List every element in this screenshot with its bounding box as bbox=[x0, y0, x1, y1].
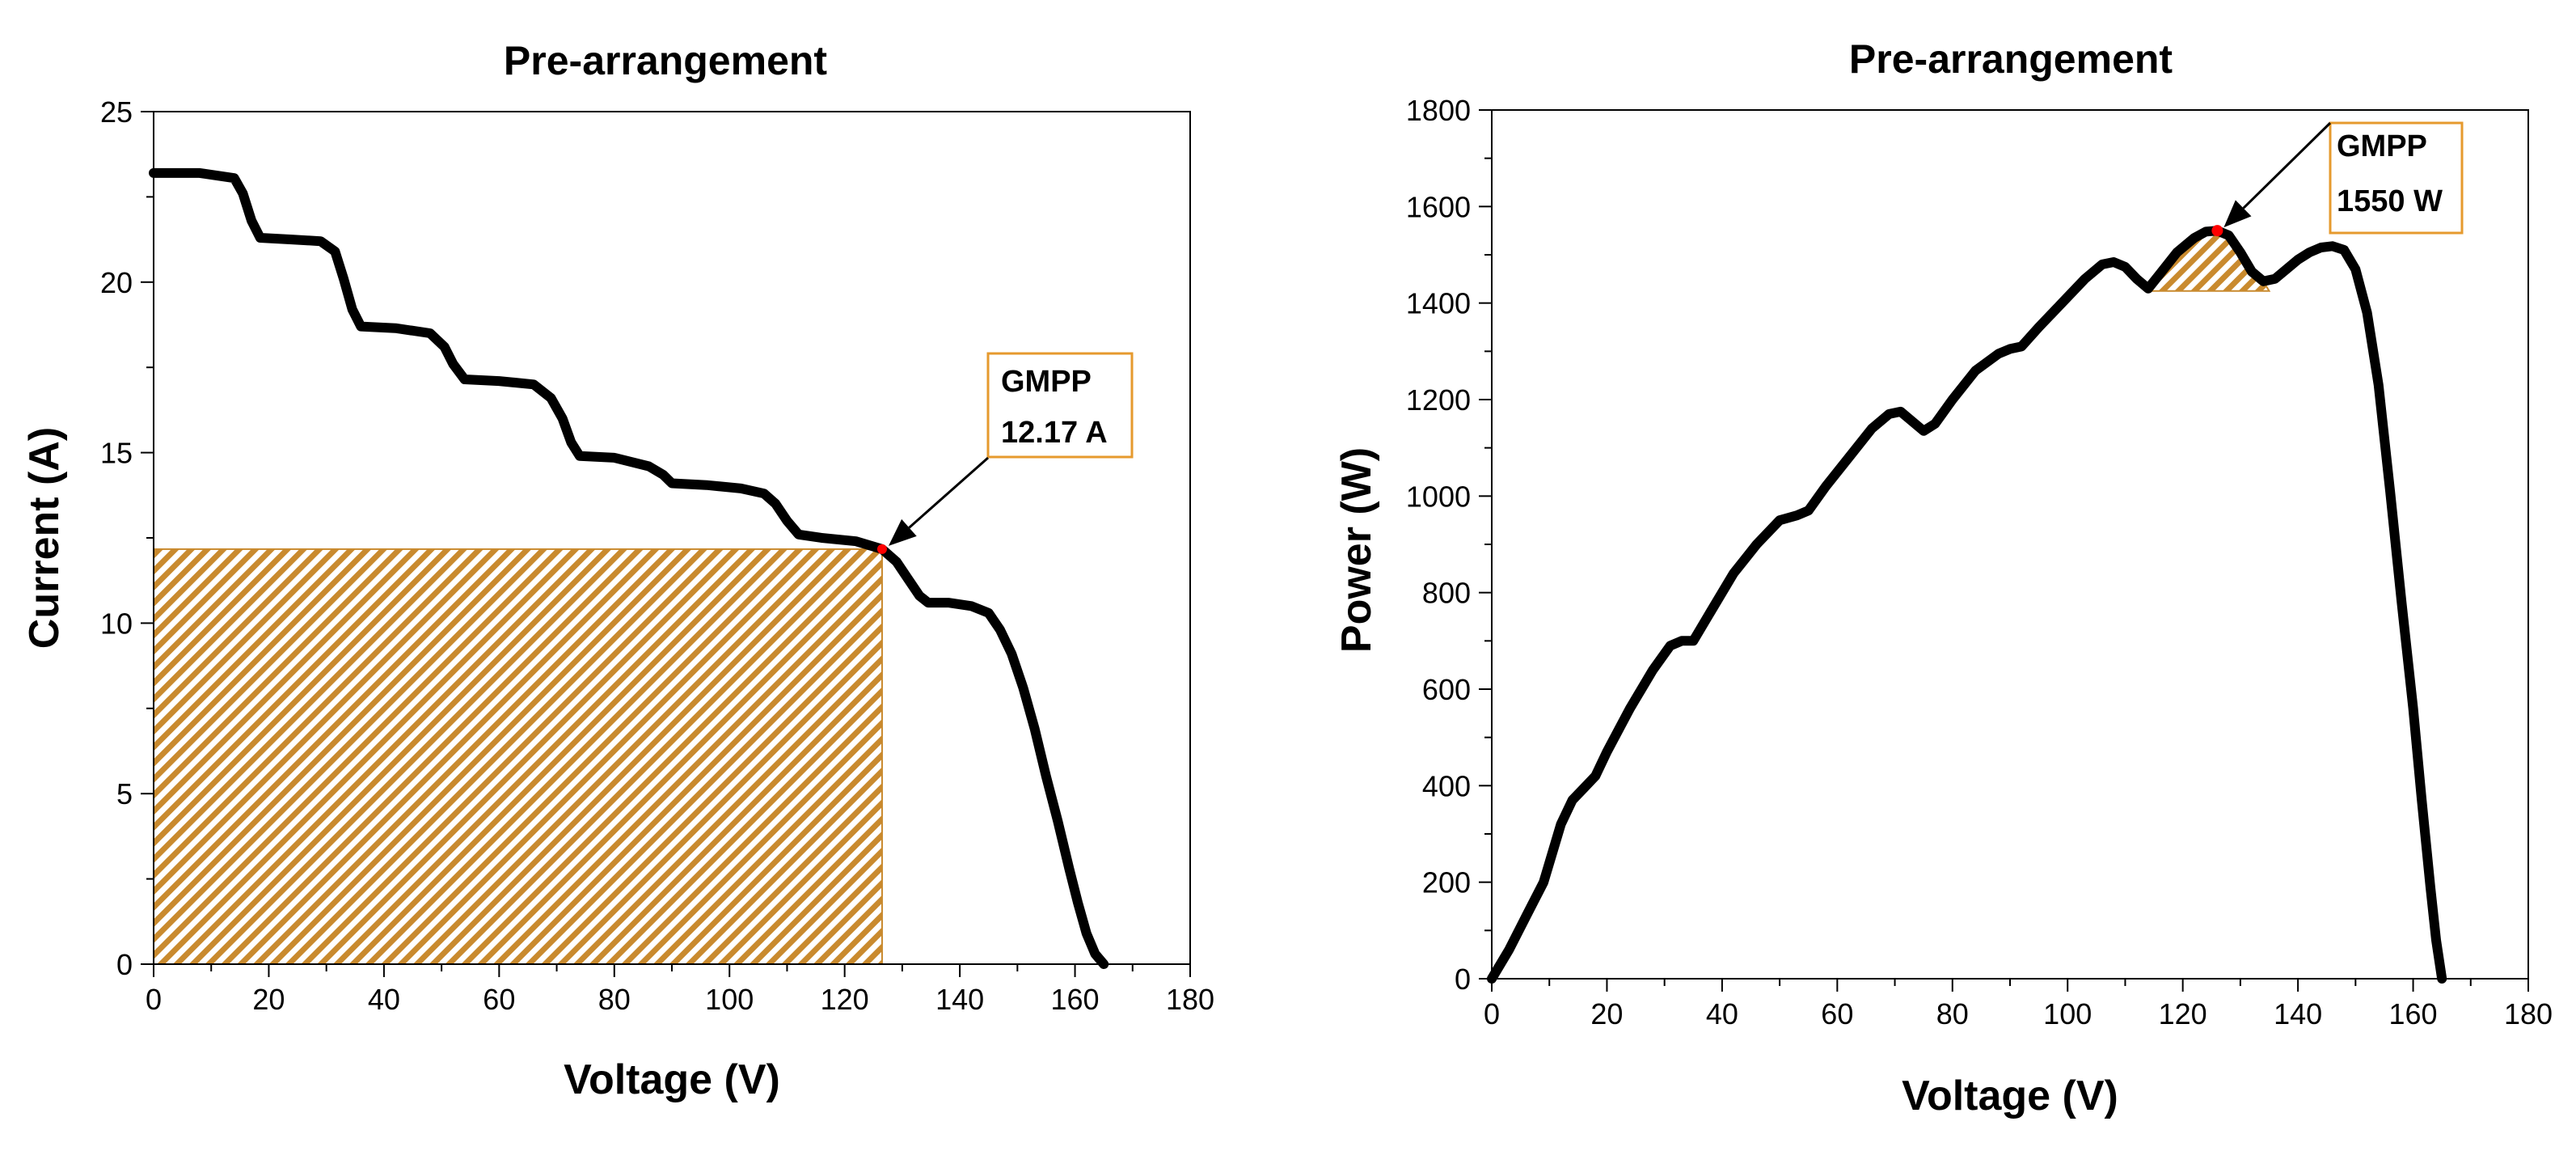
iv-y-tick-label: 25 bbox=[100, 95, 133, 129]
iv-x-tick-label: 160 bbox=[1051, 983, 1100, 1016]
pv-y-tick-label: 1600 bbox=[1406, 190, 1471, 223]
iv-y-tick-label: 10 bbox=[100, 607, 133, 640]
iv-x-tick-label: 40 bbox=[368, 983, 400, 1016]
iv-plot-frame bbox=[153, 111, 1191, 965]
iv-xticks: 0 20 40 60 80 100 120 140 160 180 bbox=[146, 964, 1214, 1016]
iv-x-tick-label: 140 bbox=[935, 983, 984, 1016]
iv-y-tick-label: 0 bbox=[116, 948, 133, 981]
iv-x-tick-label: 60 bbox=[483, 983, 515, 1016]
pv-x-tick-label: 120 bbox=[2159, 997, 2207, 1030]
pv-x-tick-label: 60 bbox=[1821, 997, 1853, 1030]
iv-y-tick-label: 5 bbox=[116, 777, 133, 810]
iv-x-axis-label: Voltage (V) bbox=[564, 1056, 780, 1103]
iv-annotation-arrowhead bbox=[888, 518, 917, 546]
iv-x-tick-label: 120 bbox=[821, 983, 869, 1016]
pv-xticks: 0 20 40 60 80 100 120 140 160 180 bbox=[1484, 979, 2553, 1030]
iv-chart: Pre-arrangement 0 20 40 60 80 100 120 140 160 180… bbox=[21, 38, 1214, 1103]
pv-annotation-line-1: GMPP bbox=[2337, 129, 2427, 163]
pv-x-tick-label: 0 bbox=[1484, 997, 1500, 1030]
iv-x-tick-label: 100 bbox=[705, 983, 754, 1016]
pv-yticks: 0 200 400 600 800 1000 1200 1400 1600 1800 bbox=[1406, 94, 1492, 996]
pv-y-tick-label: 1800 bbox=[1406, 94, 1471, 127]
iv-y-tick-label: 20 bbox=[100, 266, 133, 299]
pv-y-tick-label: 1000 bbox=[1406, 480, 1471, 513]
pv-chart-title: Pre-arrangement bbox=[1849, 36, 2173, 82]
iv-x-tick-label: 20 bbox=[252, 983, 285, 1016]
pv-x-tick-label: 160 bbox=[2389, 997, 2438, 1030]
iv-highlight-layer bbox=[153, 548, 883, 965]
pv-x-tick-label: 20 bbox=[1590, 997, 1623, 1030]
pv-chart: Pre-arrangement 0 20 40 60 80 100 120 140 160 180… bbox=[1333, 36, 2553, 1119]
pv-x-axis-label: Voltage (V) bbox=[1902, 1073, 2118, 1119]
pv-annotation-arrow-line bbox=[2242, 121, 2332, 209]
iv-curve bbox=[149, 167, 1109, 969]
iv-y-tick-label: 15 bbox=[100, 437, 133, 470]
pv-annotation-line-2: 1550 W bbox=[2337, 184, 2443, 218]
pv-x-tick-label: 140 bbox=[2274, 997, 2322, 1030]
iv-x-tick-label: 80 bbox=[598, 983, 631, 1016]
iv-annotation-line-1: GMPP bbox=[1001, 365, 1092, 399]
pv-y-tick-label: 200 bbox=[1422, 866, 1471, 899]
iv-y-axis-label: Current (A) bbox=[21, 427, 68, 649]
pv-plot-frame bbox=[1491, 109, 2529, 980]
pv-x-tick-label: 100 bbox=[2043, 997, 2092, 1030]
pv-x-tick-label: 40 bbox=[1706, 997, 1738, 1030]
pv-y-axis-label: Power (W) bbox=[1333, 447, 1380, 653]
iv-chart-title: Pre-arrangement bbox=[504, 38, 827, 83]
pv-annotation: GMPP 1550 W bbox=[2223, 121, 2464, 235]
pv-gmpp-marker bbox=[2211, 225, 2223, 237]
iv-yticks: 0 5 10 15 20 25 bbox=[100, 95, 154, 981]
pv-annotation-box bbox=[2329, 121, 2464, 235]
iv-annotation-line-2: 12.17 A bbox=[1001, 416, 1108, 450]
iv-annotation: GMPP 12.17 A bbox=[888, 352, 1134, 546]
pv-y-tick-label: 600 bbox=[1422, 673, 1471, 706]
pv-y-tick-label: 1200 bbox=[1406, 383, 1471, 417]
iv-gmpp-marker bbox=[876, 544, 887, 554]
iv-x-tick-label: 180 bbox=[1166, 983, 1214, 1016]
iv-annotation-arrow-line bbox=[908, 456, 989, 529]
pv-y-tick-label: 0 bbox=[1455, 963, 1471, 996]
pv-x-tick-label: 180 bbox=[2504, 997, 2553, 1030]
iv-annotation-box bbox=[986, 352, 1134, 459]
iv-x-tick-label: 0 bbox=[146, 983, 162, 1016]
pv-x-tick-label: 80 bbox=[1936, 997, 1969, 1030]
pv-annotation-arrowhead bbox=[2223, 200, 2252, 228]
pv-y-tick-label: 800 bbox=[1422, 577, 1471, 610]
pv-y-tick-label: 400 bbox=[1422, 769, 1471, 802]
pv-y-tick-label: 1400 bbox=[1406, 287, 1471, 320]
pv-curve bbox=[1487, 226, 2447, 984]
iv-hatched-region bbox=[153, 548, 883, 965]
